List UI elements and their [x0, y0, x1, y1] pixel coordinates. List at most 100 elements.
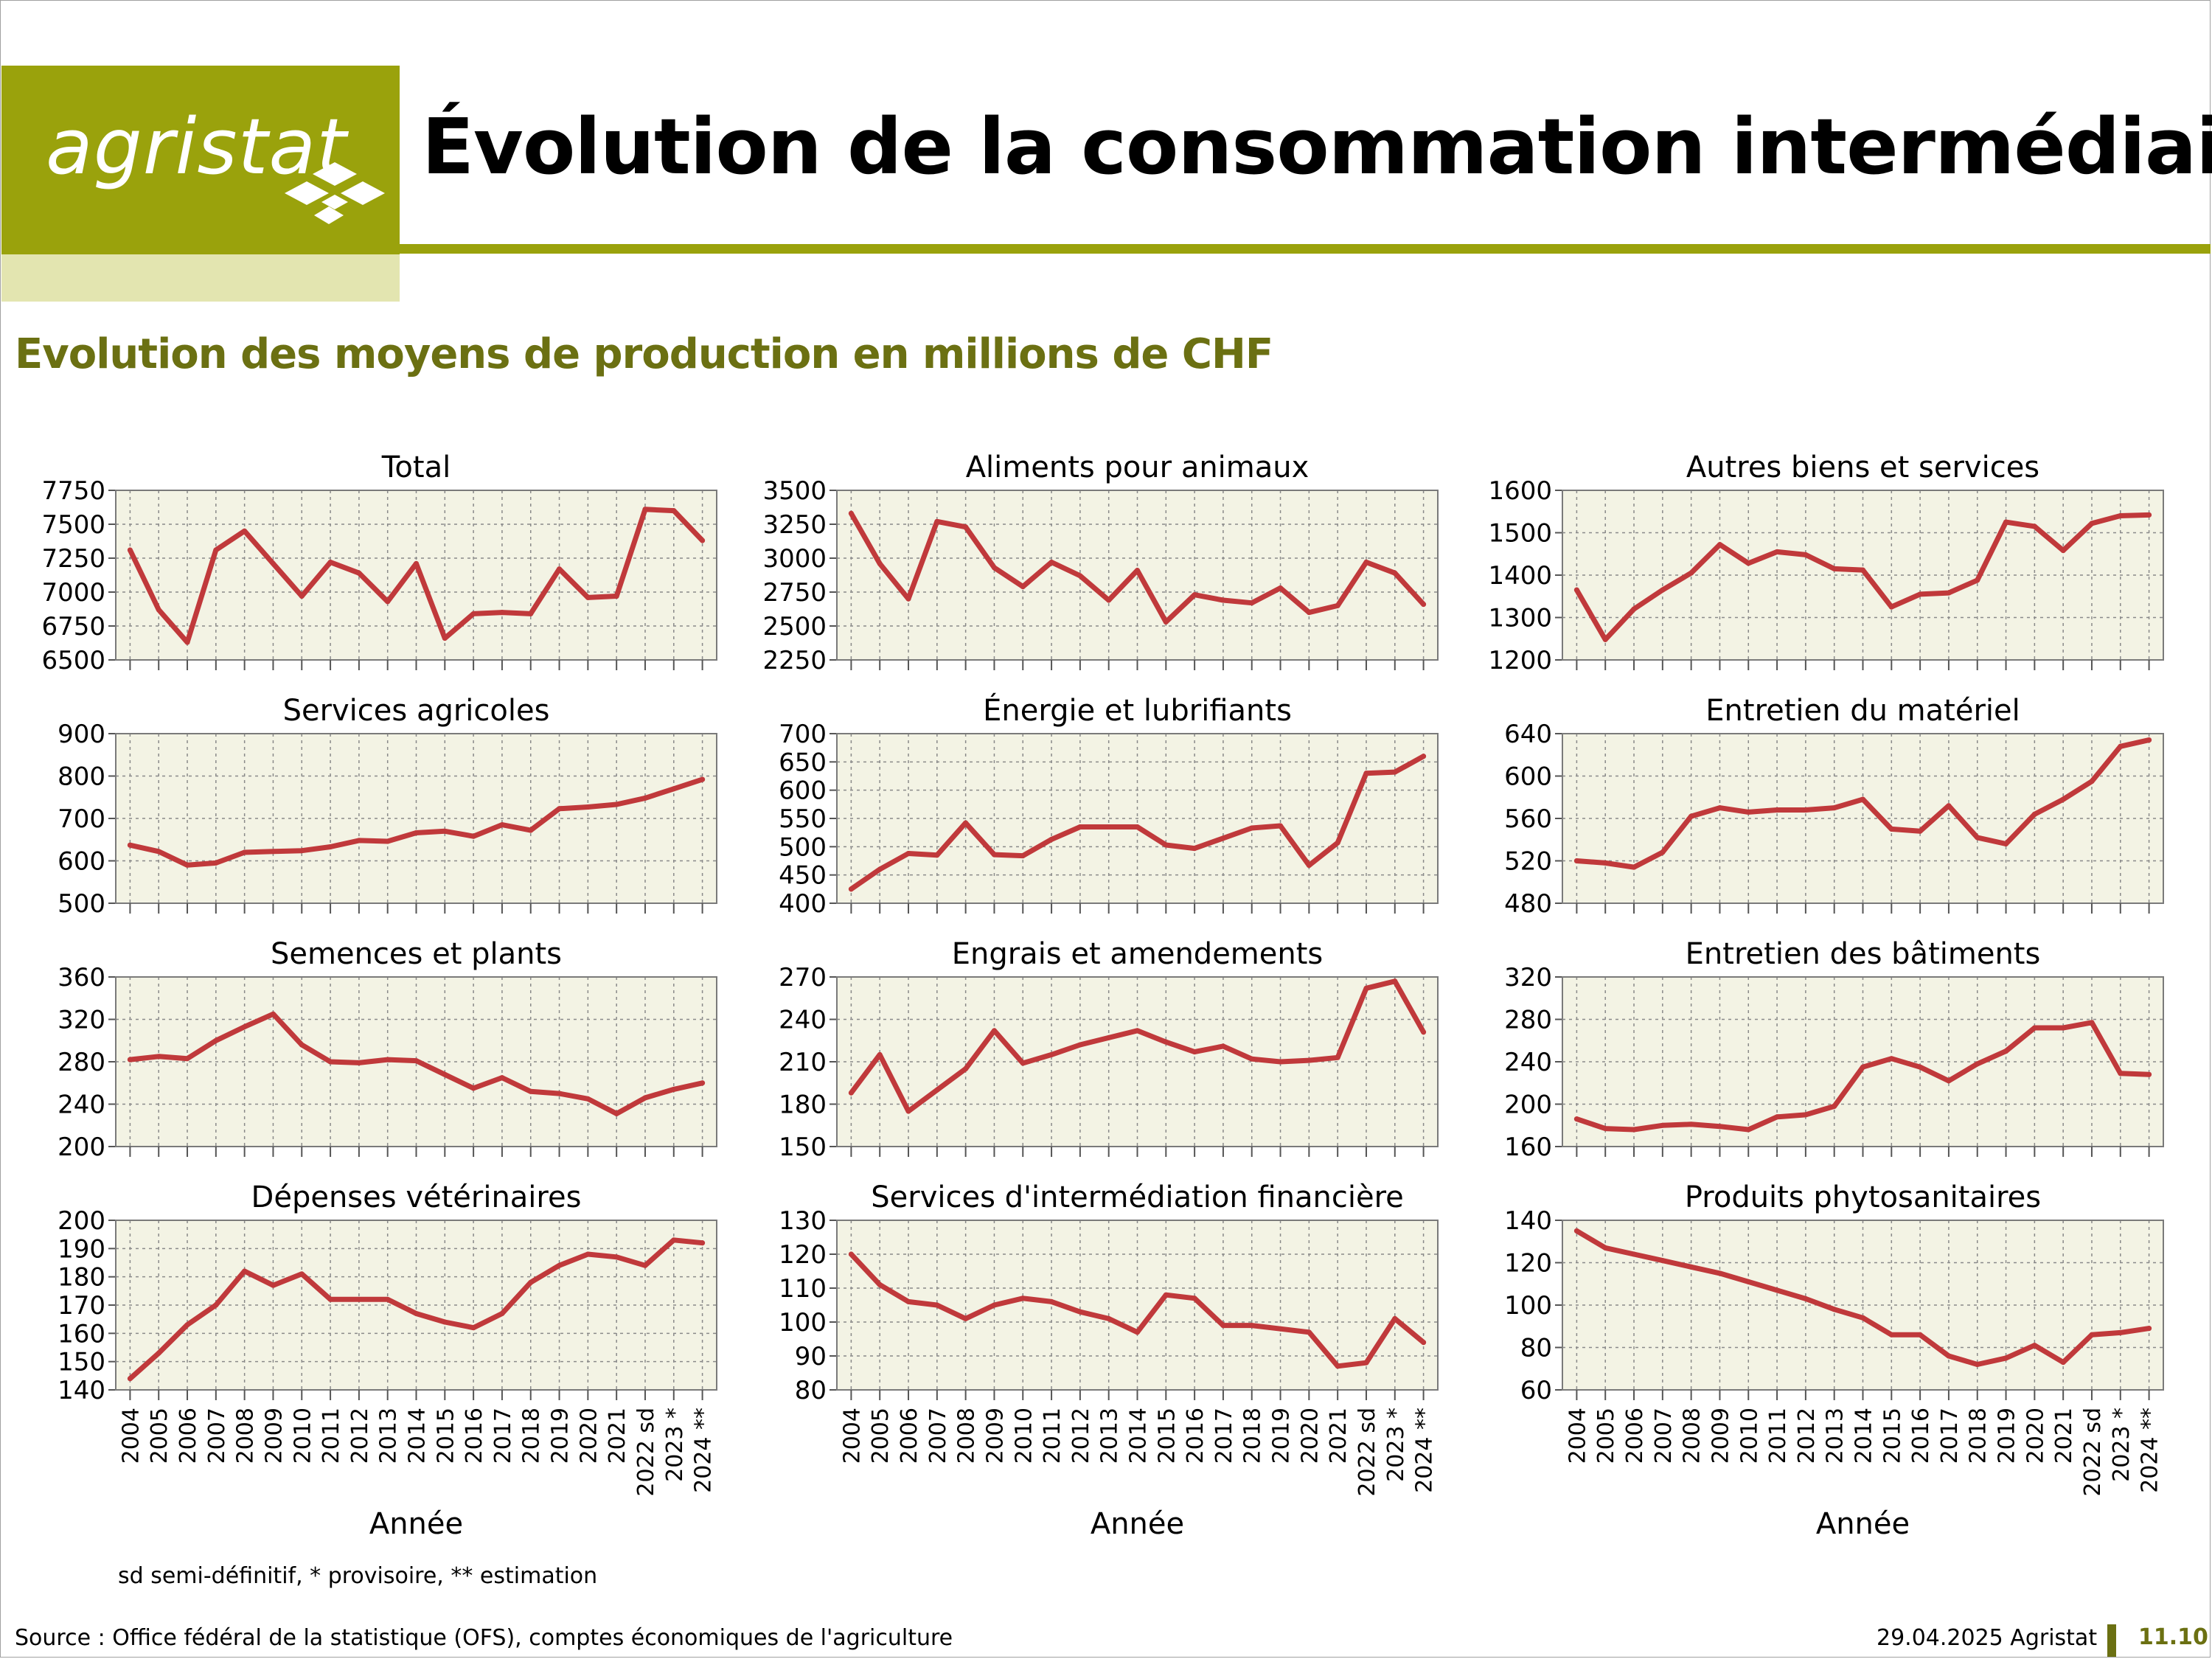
chart-title: Entretien du matériel — [1705, 694, 2020, 728]
data-point — [700, 538, 706, 543]
data-point — [1421, 754, 1427, 759]
small-chart: 200 240 280 320 360 Semences et plants — [58, 937, 717, 1162]
y-tick-label: 700 — [779, 720, 827, 749]
x-tick-label: 2020 — [1297, 1408, 1323, 1464]
data-point — [270, 849, 276, 855]
data-point — [1573, 858, 1579, 863]
logo-diamonds-icon — [285, 162, 385, 224]
data-point — [991, 1302, 997, 1308]
y-tick-label: 520 — [1504, 847, 1552, 877]
y-tick-label: 150 — [779, 1133, 827, 1162]
y-tick-label: 800 — [58, 762, 105, 792]
data-point — [1888, 604, 1894, 610]
y-tick-label: 500 — [58, 889, 105, 919]
y-tick-label: 3250 — [762, 510, 827, 540]
y-tick-label: 120 — [779, 1240, 827, 1270]
data-point — [1048, 836, 1054, 842]
x-tick-label: 2007 — [204, 1408, 230, 1464]
logo-text: agristat — [46, 102, 347, 192]
y-tick-label: 200 — [58, 1133, 105, 1162]
data-point — [242, 849, 248, 855]
data-point — [127, 842, 133, 848]
data-point — [963, 1066, 969, 1072]
x-axis-label: Année — [1091, 1507, 1184, 1541]
y-tick-label: 130 — [779, 1206, 827, 1236]
data-point — [2060, 796, 2066, 802]
x-tick-label: 2016 — [1908, 1408, 1934, 1464]
x-tick-label: 2024 ** — [1412, 1408, 1438, 1493]
x-tick-label: 2009 — [261, 1408, 287, 1464]
y-tick-label: 1600 — [1488, 476, 1552, 506]
data-point — [991, 565, 997, 571]
data-point — [1278, 1326, 1284, 1332]
data-point — [156, 849, 161, 855]
data-point — [242, 528, 248, 534]
chart-title: Énergie et lubrifiants — [983, 692, 1292, 728]
small-chart: 6500 6750 7000 7250 7500 7750 Total — [41, 451, 717, 675]
chart-grid: 6500 6750 7000 7250 7500 7750 Total 2250 2500 275… — [41, 451, 2164, 1541]
data-point — [1631, 1127, 1637, 1133]
data-point — [1335, 1054, 1340, 1060]
data-point — [1249, 600, 1255, 606]
data-point — [1688, 1264, 1694, 1270]
data-point — [1860, 1315, 1865, 1321]
data-point — [1249, 1056, 1255, 1062]
data-point — [1660, 849, 1666, 855]
x-tick-label: 2016 — [462, 1408, 487, 1464]
data-point — [156, 1054, 161, 1060]
data-point — [1631, 606, 1637, 612]
data-point — [1832, 1307, 1837, 1312]
y-tick-label: 240 — [1504, 1048, 1552, 1077]
data-point — [1688, 1121, 1694, 1127]
data-point — [1363, 560, 1369, 566]
data-point — [877, 866, 883, 872]
chart-title: Autres biens et services — [1686, 451, 2039, 484]
data-point — [1306, 1057, 1312, 1063]
data-point — [1917, 1332, 1923, 1338]
data-point — [1717, 805, 1722, 811]
data-point — [213, 1037, 219, 1043]
data-point — [2031, 811, 2037, 817]
data-point — [470, 611, 476, 616]
data-point — [1220, 835, 1226, 841]
header-rule — [400, 244, 2211, 254]
data-point — [356, 838, 362, 844]
data-point — [613, 1110, 619, 1116]
data-point — [1278, 823, 1284, 829]
y-tick-label: 90 — [795, 1342, 827, 1371]
data-point — [642, 507, 648, 512]
data-point — [1975, 1362, 1980, 1367]
x-tick-label: 2013 — [376, 1408, 402, 1464]
data-point — [299, 848, 305, 854]
data-point — [156, 607, 161, 613]
data-point — [585, 594, 591, 600]
data-point — [557, 1091, 563, 1096]
data-point — [2118, 1071, 2124, 1077]
data-point — [1163, 1292, 1169, 1298]
x-tick-label: 2019 — [1269, 1408, 1295, 1464]
data-point — [184, 639, 190, 645]
x-tick-label: 2005 — [1593, 1408, 1619, 1464]
x-axis-label: Année — [369, 1507, 463, 1541]
x-tick-label: 2018 — [1240, 1408, 1266, 1464]
x-tick-label: 2005 — [868, 1408, 894, 1464]
data-point — [905, 596, 911, 602]
data-point — [414, 1311, 419, 1316]
x-tick-label: 2021 — [2051, 1408, 2077, 1464]
data-point — [585, 804, 591, 810]
data-point — [2089, 521, 2095, 526]
data-point — [1888, 826, 1894, 832]
data-point — [1421, 602, 1427, 608]
x-tick-label: 2015 — [1154, 1408, 1180, 1464]
data-point — [270, 1011, 276, 1017]
data-point — [877, 560, 883, 566]
y-tick-label: 900 — [58, 720, 105, 749]
data-point — [1660, 1258, 1666, 1264]
data-point — [2118, 513, 2124, 518]
data-point — [2003, 1355, 2009, 1361]
data-point — [1774, 1114, 1780, 1120]
y-tick-label: 240 — [779, 1006, 827, 1035]
data-point — [1832, 805, 1837, 811]
data-point — [613, 1254, 619, 1260]
